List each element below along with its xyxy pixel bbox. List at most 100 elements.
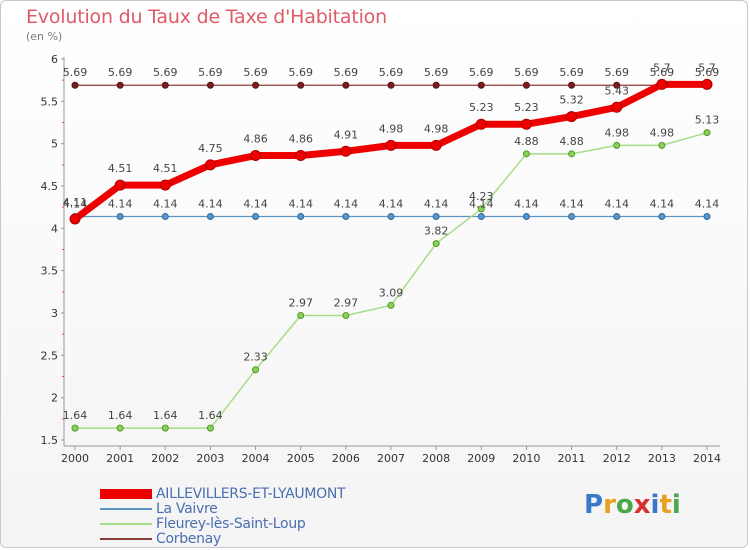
data-point — [206, 81, 214, 89]
data-point — [159, 179, 171, 191]
series-line-2 — [74, 131, 708, 429]
data-label: 5.69 — [650, 66, 675, 79]
legend: AILLEVILLERS-ET-LYAUMONT La Vaivre Fleur… — [100, 485, 346, 547]
data-label: 4.91 — [334, 128, 359, 141]
data-point — [252, 212, 260, 220]
data-point — [250, 150, 262, 162]
data-point — [568, 81, 576, 89]
data-point — [477, 212, 485, 220]
data-label: 4.51 — [153, 162, 178, 175]
data-label: 5.69 — [108, 66, 133, 79]
x-tick-label: 2005 — [287, 452, 315, 465]
brand-logo-letter: P — [584, 490, 604, 520]
x-tick-label: 2013 — [648, 452, 676, 465]
data-point — [252, 366, 260, 374]
data-point — [387, 212, 395, 220]
data-label: 5.23 — [469, 101, 494, 114]
data-point — [297, 212, 305, 220]
data-point — [613, 212, 621, 220]
chart-title: Evolution du Taux de Taxe d'Habitation — [26, 6, 387, 28]
legend-label: Corbenay — [156, 530, 221, 547]
y-tick-label: 6 — [51, 53, 58, 66]
y-tick-label: 5.5 — [41, 95, 59, 108]
data-point — [342, 81, 350, 89]
data-label: 2.97 — [334, 297, 359, 310]
data-label: 5.32 — [559, 94, 584, 107]
legend-swatch — [100, 522, 152, 525]
data-point — [206, 424, 214, 432]
data-point — [297, 312, 305, 320]
data-point — [295, 150, 307, 162]
data-point — [71, 424, 79, 432]
data-label: 4.98 — [604, 126, 629, 139]
data-point — [568, 150, 576, 158]
x-tick-label: 2014 — [693, 452, 721, 465]
data-point — [204, 159, 216, 171]
y-tick-label: 4.5 — [41, 180, 59, 193]
data-label: 4.14 — [559, 197, 584, 210]
axes — [61, 57, 720, 450]
data-point — [161, 424, 169, 432]
data-label: 5.69 — [514, 66, 539, 79]
data-label: 1.64 — [108, 409, 133, 422]
legend-swatch — [100, 488, 152, 499]
unit-label: (en %) — [26, 30, 63, 43]
data-label: 1.64 — [63, 409, 88, 422]
data-label: 5.23 — [514, 101, 539, 114]
data-point — [387, 81, 395, 89]
data-point — [432, 81, 440, 89]
data-point — [385, 139, 397, 151]
legend-item: Corbenay — [100, 530, 345, 547]
data-label: 5.69 — [469, 66, 494, 79]
data-point — [477, 81, 485, 89]
data-label: 4.14 — [514, 197, 539, 210]
data-point — [116, 81, 124, 89]
data-labels: 5.69 5.69 5.69 5.69 5.69 5.69 5.69 5.69 5.69 5.69… — [63, 61, 720, 422]
data-label: 5.69 — [334, 66, 359, 79]
data-point — [342, 212, 350, 220]
data-point — [656, 78, 668, 90]
x-tick-label: 2004 — [242, 452, 270, 465]
data-label: 5.69 — [695, 66, 720, 79]
data-label: 4.14 — [695, 197, 720, 210]
data-label: 4.14 — [334, 197, 359, 210]
data-label: 4.98 — [650, 126, 675, 139]
data-point — [116, 212, 124, 220]
legend-item: La Vaivre — [100, 501, 345, 517]
x-tick-label: 2003 — [196, 452, 224, 465]
legend-label: AILLEVILLERS-ET-LYAUMONT — [156, 485, 346, 502]
data-label: 4.75 — [198, 142, 223, 155]
data-point — [340, 145, 352, 157]
x-tick-label: 2008 — [422, 452, 450, 465]
data-point — [613, 141, 621, 149]
data-point — [475, 118, 487, 130]
data-point — [703, 129, 711, 137]
data-label: 4.98 — [424, 122, 449, 135]
brand-logo-letter: o — [615, 490, 634, 520]
data-point — [566, 111, 578, 123]
data-label: 4.23 — [469, 190, 494, 203]
data-point — [522, 81, 530, 89]
legend-item: AILLEVILLERS-ET-LYAUMONT — [100, 485, 346, 502]
data-label: 3.09 — [379, 286, 404, 299]
y-tick-label: 5 — [51, 138, 58, 151]
data-point — [116, 424, 124, 432]
data-point — [432, 212, 440, 220]
data-label: 4.98 — [379, 122, 404, 135]
data-label: 2.33 — [243, 351, 268, 364]
brand-logo-letter: i — [650, 490, 660, 520]
x-tick-label: 2000 — [61, 452, 89, 465]
tick-labels: 1.5 2 2.5 3 3.5 4 4.5 5 5.5 6 2000 2001 2002 2003 2004… — [41, 53, 722, 465]
data-point — [613, 81, 621, 89]
data-label: 4.14 — [243, 197, 268, 210]
data-label: 4.11 — [63, 196, 88, 209]
data-point — [69, 213, 81, 225]
brand-logo-letter: x — [633, 490, 651, 520]
y-tick-label: 2 — [51, 392, 58, 405]
series-points — [69, 78, 713, 432]
data-label: 5.7 — [653, 61, 671, 74]
data-label: 4.14 — [650, 197, 675, 210]
data-point — [430, 139, 442, 151]
x-tick-label: 2001 — [106, 452, 134, 465]
